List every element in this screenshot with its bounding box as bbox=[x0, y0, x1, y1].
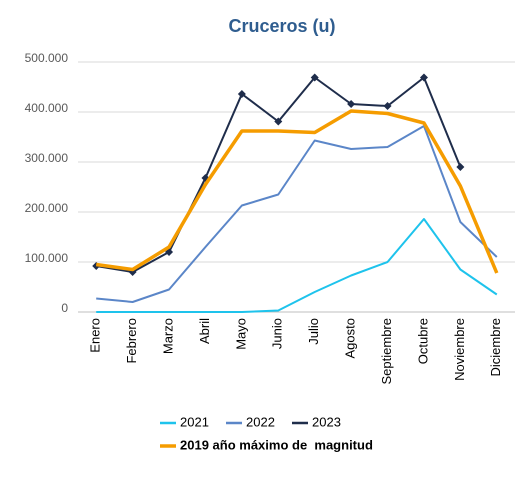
x-tick-label: Abril bbox=[197, 318, 212, 344]
series-line bbox=[96, 76, 462, 273]
series-line bbox=[95, 109, 499, 274]
x-tick-label: Agosto bbox=[343, 318, 358, 358]
point-marker bbox=[383, 102, 392, 110]
y-tick-label: 0 bbox=[61, 301, 68, 315]
point-marker bbox=[347, 100, 356, 108]
legend-label: 2019 año máximo de magnitud bbox=[180, 437, 373, 452]
legend-label: 2023 bbox=[312, 414, 341, 429]
legend-label: 2021 bbox=[180, 414, 209, 429]
y-tick-label: 300.000 bbox=[25, 151, 69, 165]
chart-title: Cruceros (u) bbox=[228, 16, 335, 36]
point-marker bbox=[274, 117, 283, 126]
y-tick-label: 200.000 bbox=[25, 201, 69, 215]
x-tick-label: Julio bbox=[306, 318, 321, 345]
x-tick-label: Diciembre bbox=[488, 318, 503, 377]
point-marker bbox=[419, 73, 428, 82]
x-tick-label: Octubre bbox=[415, 318, 430, 364]
x-tick-label: Mayo bbox=[233, 318, 248, 350]
point-marker bbox=[237, 90, 246, 98]
series-line bbox=[96, 218, 498, 313]
y-tick-label: 500.000 bbox=[25, 51, 69, 65]
x-tick-label: Junio bbox=[270, 318, 285, 349]
x-tick-label: Noviembre bbox=[452, 318, 467, 381]
point-marker bbox=[310, 73, 319, 82]
x-tick-label: Septiembre bbox=[379, 318, 394, 384]
x-tick-label: Enero bbox=[88, 318, 103, 353]
legend-label: 2022 bbox=[246, 414, 275, 429]
point-marker bbox=[456, 163, 465, 171]
x-tick-label: Febrero bbox=[124, 318, 139, 364]
series-line bbox=[96, 125, 498, 303]
y-tick-label: 400.000 bbox=[25, 101, 69, 115]
y-tick-label: 100.000 bbox=[25, 251, 69, 265]
x-tick-label: Marzo bbox=[160, 318, 175, 354]
